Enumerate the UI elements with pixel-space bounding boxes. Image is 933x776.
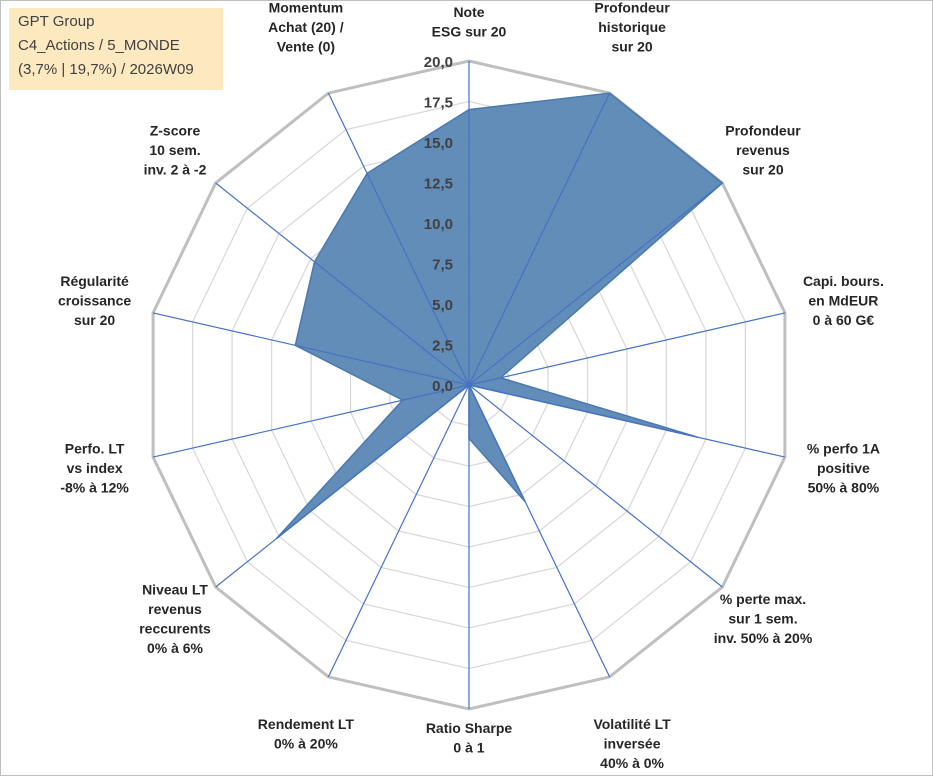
axis-label-line: inv. 2 à -2	[144, 161, 207, 177]
tick-label: 20,0	[424, 54, 453, 71]
axis-label-line: Capi. bours.	[803, 273, 884, 289]
axis-label-line: Z-score	[150, 122, 201, 138]
axis-label: Capi. bours. en MdEUR 0 à 60 G€	[803, 273, 884, 328]
axis-label: Z-score 10 sem. inv. 2 à -2	[144, 122, 207, 177]
axis-label-line: Perfo. LT	[65, 440, 125, 456]
axis-label-line: Régularité	[60, 273, 129, 289]
tick-layer: 0,0 2,5 5,0 7,5 10,0 12,5 15,0 17,5 20,0	[424, 54, 453, 395]
tick-label: 0,0	[432, 378, 453, 395]
spoke-layer	[152, 61, 786, 709]
axis-label-line: 50% à 80%	[808, 479, 880, 495]
axis-label-line: en MdEUR	[808, 293, 878, 309]
axis-spoke	[327, 384, 470, 678]
axis-label-line: Vente (0)	[277, 39, 335, 55]
axis-label-line: sur 20	[742, 161, 783, 177]
axis-label-line: 0% à 6%	[147, 640, 204, 656]
axis-label-line: Profondeur	[594, 0, 670, 16]
axis-spoke	[468, 384, 611, 678]
axis-label: Momentum Achat (20) / Vente (0)	[268, 0, 344, 55]
legend-category: C4_Actions / 5_MONDE	[18, 37, 180, 54]
axis-label-line: 0 à 60 G€	[813, 312, 875, 328]
legend-company-name: GPT Group	[18, 13, 95, 30]
axis-label: Profondeur revenus sur 20	[725, 122, 801, 177]
axis-label-line: Momentum	[269, 0, 344, 16]
axis-label-line: revenus	[148, 601, 202, 617]
tick-label: 7,5	[432, 257, 453, 274]
axis-label-line: Profondeur	[725, 122, 801, 138]
axis-label-line: % perte max.	[720, 591, 806, 607]
axis-label-line: reccurents	[139, 620, 211, 636]
tick-label: 2,5	[432, 338, 453, 355]
axis-label: Régularité croissance sur 20	[58, 273, 131, 328]
axis-spoke	[327, 92, 470, 386]
axis-label: Note ESG sur 20	[432, 4, 507, 40]
axis-label-line: 40% à 0%	[600, 755, 664, 771]
axis-label: Rendement LT 0% à 20%	[258, 716, 355, 752]
axis-label-line: positive	[817, 460, 870, 476]
axis-label-line: -8% à 12%	[60, 479, 129, 495]
axis-label-line: 0% à 20%	[274, 736, 338, 752]
axis-label: Perfo. LT vs index -8% à 12%	[60, 440, 129, 495]
tick-label: 5,0	[432, 297, 453, 314]
tick-label: 10,0	[424, 216, 453, 233]
axis-label-line: vs index	[67, 460, 123, 476]
axis-spoke	[468, 182, 723, 386]
axis-spoke	[152, 312, 470, 386]
axis-label-line: sur 20	[74, 312, 115, 328]
axis-label: Volatilité LT inversée 40% à 0%	[593, 716, 671, 771]
label-layer: Note ESG sur 20 Profondeur historique sur 20…	[58, 0, 884, 771]
axis-label-line: croissance	[58, 293, 131, 309]
axis-label-line: Achat (20) /	[268, 19, 344, 35]
axis-label-line: 0 à 1	[453, 740, 484, 756]
axis-spoke	[468, 384, 723, 588]
axis-label-line: Rendement LT	[258, 716, 355, 732]
axis-spoke	[468, 92, 611, 386]
axis-spoke	[152, 384, 470, 458]
axis-label-line: Volatilité LT	[593, 716, 671, 732]
axis-label-line: sur 1 sem.	[728, 611, 797, 627]
axis-label-line: historique	[598, 19, 666, 35]
axis-label: % perfo 1A positive 50% à 80%	[807, 440, 880, 495]
chart-legend-box: GPT Group C4_Actions / 5_MONDE (3,7% | 1…	[9, 8, 223, 90]
axis-label-line: inv. 50% à 20%	[714, 630, 813, 646]
tick-label: 12,5	[424, 176, 453, 193]
axis-label: Profondeur historique sur 20	[594, 0, 670, 55]
axis-label-line: revenus	[736, 142, 790, 158]
axis-spoke	[215, 182, 470, 386]
axis-label-line: 10 sem.	[149, 142, 200, 158]
axis-label-line: Ratio Sharpe	[426, 720, 513, 736]
axis-label-line: Note	[453, 4, 484, 20]
axis-label-line: ESG sur 20	[432, 24, 507, 40]
axis-label: Ratio Sharpe 0 à 1	[426, 720, 513, 756]
axis-label: % perte max. sur 1 sem. inv. 50% à 20%	[714, 591, 813, 646]
axis-spoke	[468, 312, 786, 386]
axis-label: Niveau LT revenus reccurents 0% à 6%	[139, 581, 211, 656]
axis-label-line: % perfo 1A	[807, 440, 880, 456]
axis-label-line: sur 20	[611, 39, 652, 55]
tick-label: 17,5	[424, 95, 453, 112]
tick-label: 15,0	[424, 135, 453, 152]
axis-spoke	[215, 384, 470, 588]
legend-stats: (3,7% | 19,7%) / 2026W09	[18, 61, 194, 78]
axis-label-line: Niveau LT	[142, 581, 208, 597]
axis-label-line: inversée	[604, 736, 661, 752]
axis-spoke	[468, 384, 786, 458]
